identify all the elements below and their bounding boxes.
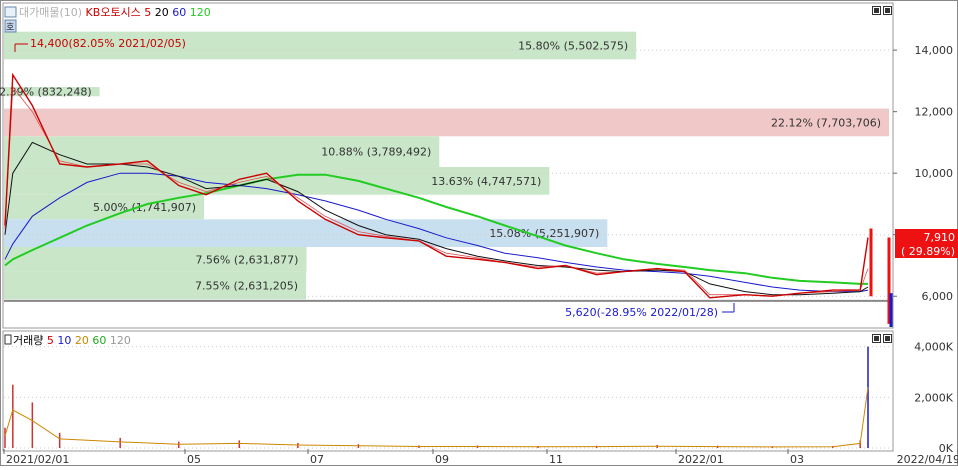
current-price-tag: 7,910 ( 29.89%)	[895, 229, 958, 258]
small-badge	[4, 19, 17, 33]
series-line-20	[4, 141, 869, 296]
price-legend: 대가매물(10) KB오토시스 5 20 60 120	[4, 6, 211, 19]
high-annotation: 14,400(82.05% 2021/02/05)	[14, 37, 186, 52]
volume-profile-band	[4, 31, 637, 60]
legend-entry: 60	[169, 6, 187, 19]
volume-ma-line	[4, 387, 869, 448]
legend-entry: 20	[71, 334, 89, 347]
legend-entry: 20	[151, 6, 169, 19]
price-panel-close-button[interactable]	[883, 6, 892, 15]
volume-panel	[2, 330, 894, 452]
price-tick-label: 10,000	[915, 167, 954, 180]
small-badge-label: 호	[6, 22, 14, 33]
price-tick-label: 12,000	[915, 106, 954, 119]
series-line-120	[4, 173, 868, 285]
volume-profile-label: 10.88% (3,789,492)	[321, 146, 431, 159]
price-panel-minimize-button[interactable]	[872, 6, 881, 15]
volume-grid	[4, 346, 893, 449]
legend-entry: 120	[186, 6, 211, 19]
x-tick-label: 05	[187, 453, 201, 466]
volume-legend-text: 거래량 5 10 20 60 120	[13, 334, 131, 347]
x-tick-label: 2022/04/19	[897, 453, 958, 466]
price-tick-label: 6,000	[922, 290, 954, 303]
current-change: ( 29.89%)	[901, 245, 955, 258]
volume-profile-label: 7.55% (2,631,205)	[195, 279, 298, 292]
high-annotation-label: 14,400(82.05% 2021/02/05)	[30, 37, 186, 50]
volume-profile-band	[4, 108, 889, 137]
volume-profile-label: 15.80% (5,502,575)	[518, 40, 628, 53]
volume-axis: 4,000K 2,000K 0K	[914, 341, 953, 455]
x-tick-label: 2021/02/01	[6, 453, 69, 466]
x-axis: 2021/02/01 05 07 09 11 2022/01 03 2022/04/19	[3, 449, 958, 466]
price-series	[4, 72, 893, 327]
volume-profile-band	[4, 136, 440, 168]
x-tick-label: 03	[790, 453, 804, 466]
x-tick-label: 11	[549, 453, 563, 466]
legend-entry: 5	[141, 6, 152, 19]
volume-profile-label: 22.12% (7,703,706)	[771, 116, 881, 129]
volume-profile-label: 2.39% (832,248)	[0, 86, 92, 99]
volume-profile-label: 13.63% (4,747,571)	[431, 175, 541, 188]
volume-profile-band	[4, 87, 100, 97]
volume-profile: 15.80% (5,502,575) 2.39% (832,248) 22.12% …	[0, 31, 893, 302]
price-tick-label: 14,000	[915, 44, 954, 57]
x-tick-label: 2022/01	[678, 453, 724, 466]
volume-profile-band	[4, 271, 307, 300]
volume-bars	[4, 346, 869, 448]
volume-legend: 거래량 5 10 20 60 120	[4, 334, 131, 347]
volume-panel-icon	[4, 334, 12, 345]
legend-entry: KB오토시스	[82, 6, 141, 19]
volume-tick-label: 0K	[939, 442, 954, 455]
panel-icon	[4, 6, 17, 18]
volume-tick-label: 4,000K	[914, 341, 953, 354]
legend-entry: 120	[106, 334, 131, 347]
volume-tick-label: 2,000K	[914, 391, 953, 404]
current-price: 7,910	[924, 231, 956, 244]
low-annotation-label: 5,620(-28.95% 2022/01/28)	[565, 306, 718, 319]
volume-profile-label: 7.56% (2,631,877)	[195, 253, 298, 266]
legend-entry: 거래량	[13, 334, 43, 347]
price-legend-text: 대가매물(10) KB오토시스 5 20 60 120	[19, 6, 211, 19]
series-line-KB오토시스	[4, 72, 869, 299]
legend-entry: 대가매물(10)	[19, 6, 82, 19]
volume-panel-close-button[interactable]	[883, 334, 892, 343]
low-annotation: 5,620(-28.95% 2022/01/28)	[565, 303, 735, 319]
legend-entry: 5	[43, 334, 54, 347]
volume-profile-band	[4, 219, 608, 248]
legend-entry: 10	[54, 334, 72, 347]
series-line-60	[4, 172, 869, 293]
x-tick-label: 09	[435, 453, 449, 466]
volume-panel-minimize-button[interactable]	[872, 334, 881, 343]
x-tick-label: 07	[310, 453, 324, 466]
legend-entry: 60	[89, 334, 107, 347]
volume-profile-label: 5.00% (1,741,907)	[93, 201, 196, 214]
volume-profile-band	[4, 247, 307, 272]
